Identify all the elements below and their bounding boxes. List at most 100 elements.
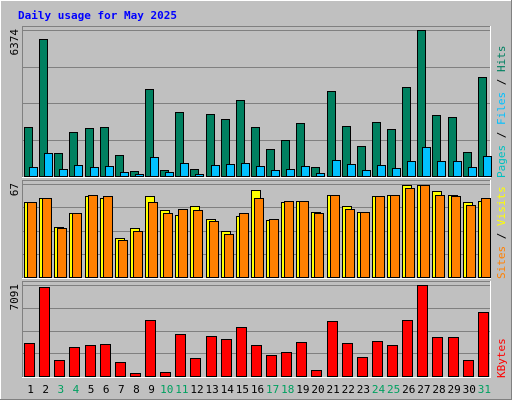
bar-sites-day-8 — [133, 231, 143, 278]
bar-hits-day-19 — [296, 123, 305, 177]
bar-kbytes-day-2 — [39, 287, 50, 377]
x-tick-label-day-23: 23 — [357, 383, 370, 396]
bar-files-day-10 — [165, 172, 174, 177]
bar-files-day-29 — [453, 161, 462, 177]
x-tick-label-day-2: 2 — [42, 383, 49, 396]
bar-sites-day-13 — [209, 221, 219, 278]
bar-files-day-3 — [59, 169, 68, 177]
bar-kbytes-day-6 — [100, 344, 111, 377]
bar-hits-day-14 — [221, 119, 230, 177]
x-tick-label-day-30: 30 — [463, 383, 476, 396]
x-tick-label-day-31: 31 — [478, 383, 491, 396]
bar-kbytes-day-3 — [54, 360, 65, 377]
bar-sites-day-7 — [118, 240, 128, 278]
x-tick-label-day-12: 12 — [190, 383, 203, 396]
bar-kbytes-day-13 — [206, 336, 217, 377]
bar-hits-day-3 — [54, 153, 63, 177]
hits-panel-ymax-label: 6374 — [8, 29, 21, 56]
bar-files-day-23 — [362, 170, 371, 177]
bar-files-day-19 — [301, 166, 310, 177]
bar-kbytes-day-11 — [175, 334, 186, 377]
bar-hits-day-12 — [190, 169, 199, 177]
bar-kbytes-day-15 — [236, 327, 247, 377]
bar-hits-day-13 — [206, 114, 215, 177]
bar-files-day-4 — [74, 165, 83, 177]
bar-kbytes-day-22 — [342, 343, 353, 377]
bar-files-day-7 — [120, 172, 129, 177]
bar-hits-day-21 — [327, 91, 336, 177]
bar-hits-day-16 — [251, 127, 260, 177]
bar-sites-day-16 — [254, 198, 264, 278]
bar-files-day-2 — [44, 153, 53, 177]
bar-hits-day-31 — [478, 77, 487, 177]
bar-sites-day-1 — [27, 202, 37, 278]
bar-sites-day-31 — [481, 198, 491, 278]
x-tick-label-day-19: 19 — [296, 383, 309, 396]
bar-files-day-9 — [150, 157, 159, 177]
bar-files-day-14 — [226, 164, 235, 177]
bar-kbytes-day-8 — [130, 373, 141, 377]
x-tick-label-day-21: 21 — [327, 383, 340, 396]
bar-sites-day-10 — [163, 213, 173, 278]
bar-kbytes-day-24 — [372, 341, 383, 377]
bar-kbytes-day-31 — [478, 312, 489, 377]
kbytes-panel-legend: KBytes — [495, 338, 508, 378]
bar-kbytes-day-27 — [417, 285, 428, 377]
bar-files-day-17 — [271, 170, 280, 177]
bar-kbytes-day-29 — [448, 337, 459, 377]
bar-files-day-1 — [29, 167, 38, 177]
bar-sites-day-25 — [390, 195, 400, 278]
bar-files-day-20 — [316, 173, 325, 177]
legend-entry-hits: Hits — [495, 46, 508, 73]
bar-hits-day-5 — [85, 128, 94, 177]
visits-panel-legend: Sites / Visits — [495, 186, 508, 279]
bar-files-day-28 — [437, 161, 446, 177]
bar-kbytes-day-21 — [327, 321, 338, 377]
x-tick-label-day-9: 9 — [148, 383, 155, 396]
legend-separator: / — [495, 226, 508, 246]
bar-files-day-24 — [377, 165, 386, 177]
bar-files-day-13 — [211, 165, 220, 177]
x-tick-label-day-29: 29 — [448, 383, 461, 396]
bar-kbytes-day-17 — [266, 355, 277, 377]
bar-hits-day-25 — [387, 129, 396, 177]
bar-kbytes-day-16 — [251, 345, 262, 377]
bar-files-day-21 — [332, 160, 341, 177]
bar-sites-day-18 — [284, 201, 294, 278]
legend-entry-visits: Visits — [495, 186, 508, 226]
bar-sites-day-5 — [88, 195, 98, 278]
bar-files-day-30 — [468, 167, 477, 177]
bar-files-day-16 — [256, 166, 265, 177]
bar-files-day-25 — [392, 168, 401, 177]
bar-sites-day-15 — [239, 213, 249, 278]
bar-sites-day-24 — [375, 196, 385, 278]
panel-legends: Pages / Files / Hits Sites / Visits KBytes — [495, 46, 508, 379]
bar-hits-day-28 — [432, 115, 441, 177]
visits-panel-ymax-label: 67 — [8, 183, 21, 196]
x-tick-label-day-3: 3 — [58, 383, 65, 396]
bar-kbytes-day-23 — [357, 357, 368, 377]
x-tick-label-day-10: 10 — [160, 383, 173, 396]
hits-panel-legend: Pages / Files / Hits — [495, 46, 508, 179]
bar-hits-day-18 — [281, 140, 290, 177]
x-tick-label-day-18: 18 — [281, 383, 294, 396]
x-tick-label-day-25: 25 — [387, 383, 400, 396]
bar-kbytes-day-14 — [221, 339, 232, 377]
bar-sites-day-14 — [224, 234, 234, 278]
y-axis-labels: 6374 67 7091 — [8, 29, 21, 311]
bar-files-day-11 — [180, 163, 189, 177]
bar-files-day-22 — [347, 164, 356, 177]
bar-hits-day-27 — [417, 30, 426, 177]
bar-hits-day-4 — [69, 132, 78, 177]
bar-kbytes-day-30 — [463, 360, 474, 377]
bar-hits-day-9 — [145, 89, 154, 177]
bar-hits-day-20 — [311, 167, 320, 177]
bar-hits-day-22 — [342, 126, 351, 177]
legend-entry-pages: Pages — [495, 145, 508, 178]
bar-hits-day-6 — [100, 127, 109, 177]
bar-sites-day-4 — [72, 213, 82, 278]
bar-hits-day-29 — [448, 117, 457, 177]
bar-sites-day-29 — [451, 196, 461, 278]
bar-files-day-18 — [286, 169, 295, 177]
kbytes-panel-ymax-label: 7091 — [8, 284, 21, 311]
